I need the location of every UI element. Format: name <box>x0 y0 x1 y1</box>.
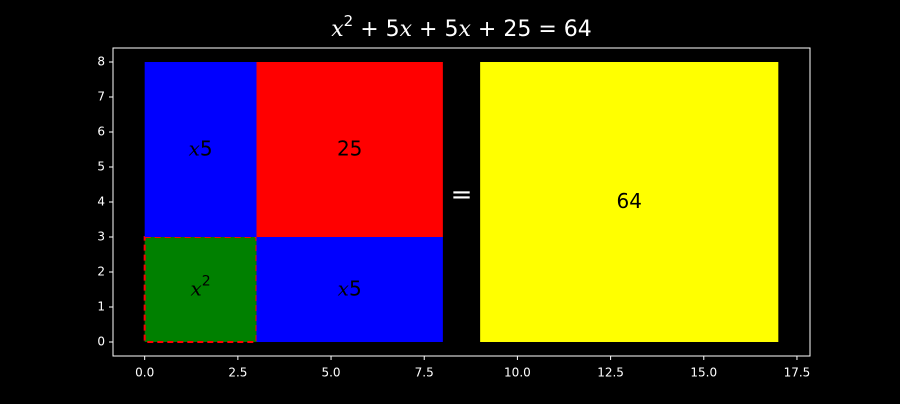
rect-sixty-four <box>480 62 779 342</box>
rect-x5-left <box>144 62 257 237</box>
y-tick-label: 7 <box>97 90 105 104</box>
y-tick-label: 4 <box>97 195 105 209</box>
label-x5-left: x5 <box>189 136 213 160</box>
x-tick-label: 7.5 <box>415 366 434 380</box>
y-tick-label: 0 <box>97 335 105 349</box>
x-tick-label: 15.0 <box>690 366 717 380</box>
x-tick-label: 17.5 <box>784 366 811 380</box>
y-tick-label: 3 <box>97 230 105 244</box>
label-twenty-five: 25 <box>337 136 362 160</box>
y-tick-label: 1 <box>97 300 105 314</box>
y-tick-label: 6 <box>97 125 105 139</box>
x-tick-label: 12.5 <box>597 366 624 380</box>
label-sixty-four: 64 <box>617 189 642 213</box>
chart-title: x2 + 5x + 5x + 25 = 64 <box>331 12 591 43</box>
label-x-squared: x2 <box>190 274 210 301</box>
rect-twenty-five <box>256 62 443 237</box>
equals-sign: = <box>451 180 473 210</box>
y-tick-label: 2 <box>97 265 105 279</box>
x-tick-label: 2.5 <box>228 366 247 380</box>
label-x5-bottom: x5 <box>338 276 362 300</box>
x-tick-label: 0.0 <box>135 366 154 380</box>
y-tick-label: 8 <box>97 55 105 69</box>
y-tick-label: 5 <box>97 160 105 174</box>
rect-x-squared <box>144 237 257 342</box>
x-tick-label: 10.0 <box>504 366 531 380</box>
x-tick-label: 5.0 <box>321 366 340 380</box>
rect-x5-bottom <box>256 237 443 342</box>
